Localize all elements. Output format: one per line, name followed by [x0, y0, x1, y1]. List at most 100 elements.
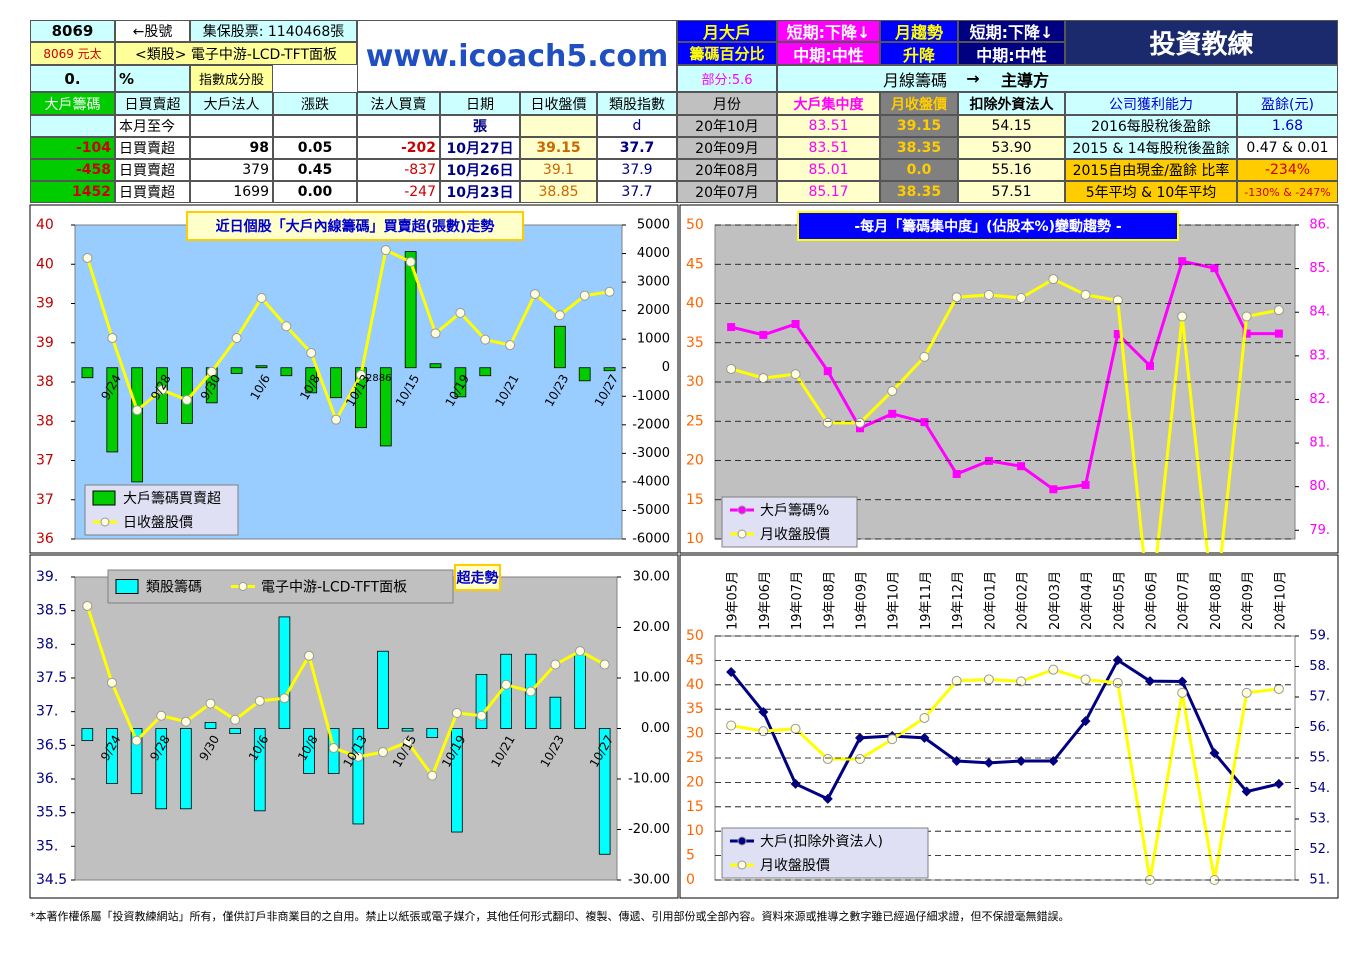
point: [1146, 361, 1154, 370]
header-cell: 升降: [880, 42, 958, 65]
table-cell: 0.05: [273, 137, 357, 159]
point: [727, 323, 736, 332]
point: [1177, 676, 1188, 687]
y2-tick-label: 58.: [1309, 659, 1330, 674]
table-cell: 日買賣超: [115, 159, 190, 181]
bar: [426, 728, 439, 738]
y2-tick-label: 57.: [1309, 690, 1330, 705]
y-tick-label: 39: [36, 296, 54, 312]
bar: [479, 367, 492, 377]
table-cell: [520, 115, 597, 137]
bar: [180, 728, 192, 810]
bar: [352, 728, 365, 825]
x-tick-label: 19年11月: [919, 571, 934, 630]
bar: [81, 367, 94, 379]
table-header: 漲跌: [273, 92, 357, 115]
point: [919, 712, 930, 723]
table-cell: 日買賣超: [115, 137, 190, 159]
legend-box: [721, 827, 929, 879]
point: [758, 373, 769, 384]
bar: [451, 728, 463, 833]
point: [1080, 716, 1091, 727]
bar: [81, 728, 94, 742]
point: [304, 650, 315, 661]
table-cell: d: [597, 115, 677, 137]
y-tick-label: 35.5: [36, 805, 67, 821]
legend-swatch: [238, 582, 248, 591]
y-tick-label: 0: [686, 872, 695, 888]
point: [726, 720, 737, 731]
table-cell: 20年08月: [677, 159, 777, 181]
header-cell: <類股> 電子中游-LCD-TFT面板: [115, 42, 357, 65]
point: [1112, 295, 1123, 306]
point: [1113, 330, 1122, 339]
header-cell: 主導方: [1000, 70, 1049, 90]
title-box: [186, 211, 524, 241]
point: [790, 369, 801, 380]
title-box: [797, 211, 1179, 241]
table-header: 法人買賣: [357, 92, 440, 115]
point: [919, 351, 930, 362]
y2-tick-label: 51.: [1309, 873, 1330, 888]
y2-tick-label: 54.: [1309, 781, 1330, 796]
table-cell: 10月26日: [440, 159, 520, 181]
legend-label: 類股籌碼: [146, 580, 202, 596]
bar: [278, 616, 291, 729]
point: [983, 289, 994, 300]
legend-label: 大戶籌碼%: [760, 503, 829, 519]
table-cell: 37.9: [597, 159, 677, 181]
point: [1177, 687, 1188, 698]
header-cell: 中期:中性: [958, 42, 1065, 65]
point: [106, 677, 117, 688]
table-cell: 38.35: [880, 181, 958, 203]
y-tick-label: 15: [686, 492, 704, 508]
y-tick-label: 40: [36, 256, 54, 272]
table-header: 公司獲利能力: [1065, 92, 1237, 115]
bar: [229, 728, 241, 734]
x-tick-label: 19年06月: [758, 571, 773, 630]
point: [451, 708, 462, 719]
point: [920, 418, 929, 427]
point: [791, 319, 800, 328]
y-tick-label: 37.: [36, 704, 58, 720]
header-cell: 月線籌碼: [882, 70, 947, 90]
point: [281, 321, 292, 332]
y2-tick-label: 2000: [637, 303, 670, 318]
table-cell: 1699: [190, 181, 273, 203]
y2-tick-label: -6000: [632, 532, 670, 547]
legend-swatch: [737, 529, 747, 539]
bar: [255, 365, 268, 369]
title-box: [454, 564, 501, 591]
point: [1241, 786, 1252, 797]
y2-tick-label: -1000: [632, 389, 670, 404]
legend-swatch: [737, 836, 747, 846]
header-cell: 中期:中性: [777, 42, 880, 65]
point: [951, 675, 962, 686]
y2-tick-label: -4000: [632, 474, 670, 489]
point: [726, 363, 737, 374]
y2-tick-label: -2000: [632, 417, 670, 432]
bar: [106, 728, 118, 784]
x-tick-label: 20年10月: [1273, 571, 1288, 630]
y-tick-label: 20: [686, 453, 704, 469]
point: [1016, 756, 1027, 767]
point: [790, 723, 801, 734]
header-cell: %: [115, 65, 190, 92]
point: [887, 734, 898, 745]
point: [501, 679, 512, 690]
y-tick-label: 5: [686, 848, 695, 864]
point: [888, 409, 897, 418]
point: [1177, 311, 1188, 322]
header-cell: 0.: [30, 65, 115, 92]
legend-swatch: [737, 505, 747, 515]
point: [427, 770, 438, 781]
point: [1241, 311, 1252, 322]
point: [525, 686, 536, 697]
legend-label: 電子中游-LCD-TFT面板: [261, 580, 407, 596]
table-cell: 2015 & 14每股稅後盈餘: [1065, 137, 1237, 159]
y2-tick-label: 5000: [637, 218, 670, 233]
point: [599, 659, 610, 670]
table-cell: 1452: [30, 181, 115, 203]
y2-tick-label: 53.: [1309, 812, 1330, 827]
table-cell: 98: [190, 137, 273, 159]
